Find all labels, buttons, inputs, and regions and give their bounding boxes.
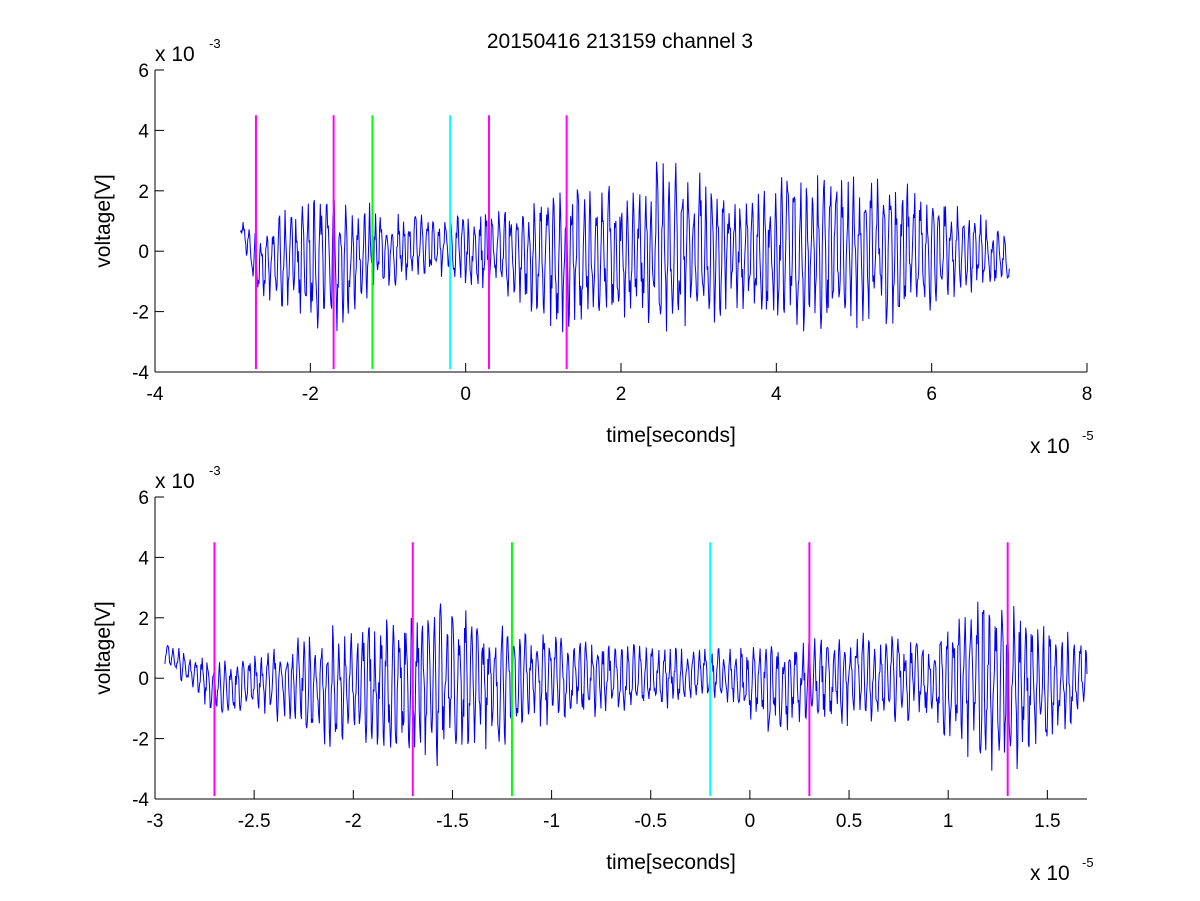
x-tick-label: 6 (926, 384, 937, 405)
y-tick-label: 0 (138, 242, 149, 263)
x-multiplier-exponent: -5 (1082, 428, 1094, 443)
x-multiplier: x 10 (1030, 862, 1070, 885)
y-axis-label: voltage[V] (92, 174, 115, 267)
y-tick-label: 4 (138, 121, 149, 142)
x-tick-label: -3 (147, 811, 164, 832)
figure-title: 20150416 213159 channel 3 (487, 30, 753, 53)
y-tick-label: -2 (132, 730, 149, 751)
x-axis-label: time[seconds] (606, 424, 736, 447)
x-tick-label: -1 (543, 811, 560, 832)
y-tick-label: 6 (138, 61, 149, 82)
y-axis-label: voltage[V] (92, 601, 115, 694)
y-tick-label: 2 (138, 609, 149, 630)
top-plot: -4 -2 0 2 4 6 8 -4 -2 0 2 4 6 time[seconds] voltage[V]… (92, 36, 1094, 458)
y-multiplier: x 10 (155, 470, 195, 493)
x-tick-label: -4 (147, 384, 164, 405)
x-tick-label: 1 (943, 811, 954, 832)
x-tick-label: -0.5 (634, 811, 667, 832)
y-tick-label: -2 (132, 303, 149, 324)
x-tick-label: 8 (1082, 384, 1093, 405)
x-tick-label: -1.5 (436, 811, 469, 832)
x-tick-label: -2.5 (238, 811, 271, 832)
x-tick-label: -2 (302, 384, 319, 405)
x-multiplier: x 10 (1030, 435, 1070, 458)
x-tick-label: 0 (460, 384, 471, 405)
x-tick-label: 0 (745, 811, 756, 832)
y-multiplier: x 10 (155, 43, 195, 66)
x-tick-label: 2 (616, 384, 627, 405)
x-multiplier-exponent: -5 (1082, 855, 1094, 870)
x-tick-label: 0.5 (836, 811, 862, 832)
y-tick-label: 6 (138, 488, 149, 509)
x-tick-label: -2 (345, 811, 362, 832)
signal-trace (164, 601, 1088, 771)
y-tick-label: -4 (132, 790, 149, 811)
y-tick-label: 0 (138, 669, 149, 690)
y-tick-label: 4 (138, 548, 149, 569)
y-multiplier-exponent: -3 (209, 36, 221, 51)
x-tick-label: 4 (771, 384, 782, 405)
y-tick-label: -4 (132, 363, 149, 384)
x-tick-label: 1.5 (1034, 811, 1060, 832)
y-tick-label: 2 (138, 182, 149, 203)
bottom-plot: -3 -2.5 -2 -1.5 -1 -0.5 0 0.5 1 1.5 -4 -2 0 2 4 6 time[s… (92, 463, 1094, 885)
y-multiplier-exponent: -3 (209, 463, 221, 478)
x-axis-label: time[seconds] (606, 851, 736, 874)
signal-trace (239, 161, 1010, 333)
